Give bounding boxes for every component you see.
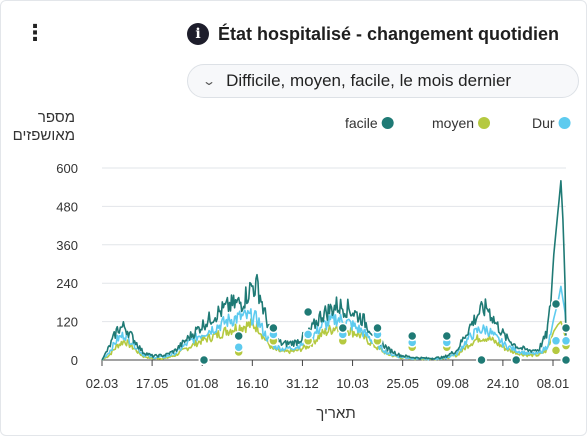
data-point-facile[interactable]: [268, 322, 279, 334]
data-point-facile[interactable]: [560, 354, 572, 366]
legend-label-dur[interactable]: Dur: [532, 115, 555, 131]
chart-title: État hospitalisé - changement quotidien: [218, 23, 560, 44]
x-tick-label: 02.03: [86, 376, 119, 391]
data-point-dur[interactable]: [550, 335, 562, 347]
legend-label-moyen[interactable]: moyen: [432, 115, 474, 131]
data-point-moyen[interactable]: [550, 345, 562, 356]
chevron-down-icon: ⌄: [201, 74, 217, 88]
y-tick-label: 480: [56, 199, 78, 214]
series-line-facile: [101, 180, 567, 361]
data-point-facile[interactable]: [372, 322, 383, 334]
x-tick-label: 31.12: [286, 376, 319, 391]
x-tick-label: 01.08: [186, 376, 219, 391]
y-tick-label: 600: [56, 161, 78, 176]
y-tick-label: 360: [56, 238, 78, 253]
data-point-facile[interactable]: [441, 330, 453, 342]
data-point-dur[interactable]: [560, 335, 572, 347]
data-point-facile[interactable]: [550, 298, 562, 310]
x-axis-title: תאריך: [316, 405, 355, 422]
legend-label-facile[interactable]: facile: [345, 115, 378, 131]
data-point-dur[interactable]: [233, 341, 244, 353]
series-line-moyen: [101, 318, 567, 361]
x-tick-label: 10.03: [336, 376, 369, 391]
data-point-dur[interactable]: [302, 329, 314, 340]
y-tick-label: 120: [56, 315, 78, 330]
y-axis-title: מאושפזים: [13, 127, 75, 144]
data-point-facile[interactable]: [198, 354, 210, 366]
y-tick-label: 0: [71, 353, 78, 368]
y-axis-title: מספר: [38, 109, 75, 126]
data-point-facile[interactable]: [510, 354, 522, 366]
y-tick-label: 240: [56, 276, 78, 291]
data-point-facile[interactable]: [337, 322, 349, 334]
title-row: i État hospitalisé - changement quotidie…: [187, 21, 559, 47]
data-point-facile[interactable]: [302, 306, 314, 318]
period-filter-label: Difficile, moyen, facile, le mois dernie…: [226, 71, 512, 90]
data-point-facile[interactable]: [233, 330, 244, 342]
more-options-icon[interactable]: ⋮: [24, 20, 46, 45]
legend-marker-dur: [558, 117, 571, 129]
info-icon[interactable]: i: [187, 23, 209, 45]
x-tick-label: 09.08: [437, 376, 470, 391]
x-tick-label: 24.10: [487, 376, 520, 391]
data-point-facile[interactable]: [476, 354, 487, 366]
data-point-facile[interactable]: [560, 322, 572, 334]
legend-marker-facile: [381, 117, 394, 129]
x-tick-label: 16.10: [236, 376, 269, 391]
x-tick-label: 25.05: [386, 376, 419, 391]
data-point-facile[interactable]: [406, 330, 418, 342]
legend-marker-moyen: [478, 117, 491, 129]
x-tick-label: 08.01: [537, 376, 570, 391]
period-filter-dropdown[interactable]: ⌄ Difficile, moyen, facile, le mois dern…: [187, 64, 579, 98]
x-tick-label: 17.05: [136, 376, 169, 391]
